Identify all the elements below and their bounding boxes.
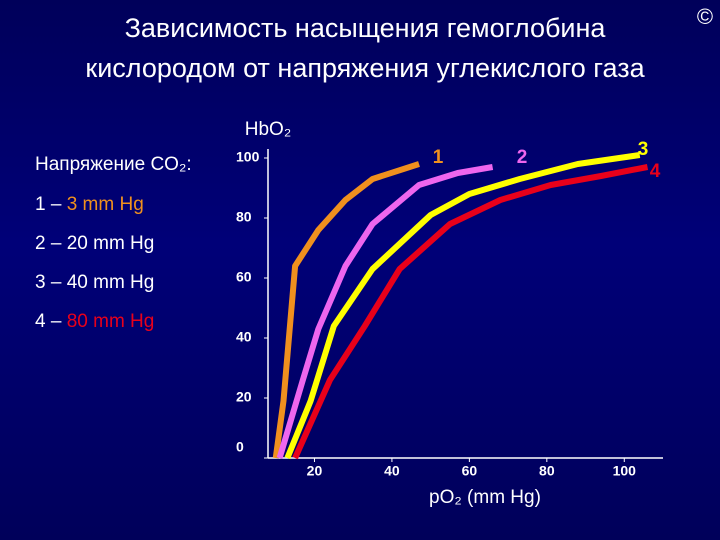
curve bbox=[292, 164, 649, 460]
y-tick-label: 0 bbox=[236, 439, 244, 455]
curve-label: 1 bbox=[433, 147, 444, 168]
y-tick-label: 20 bbox=[236, 389, 252, 405]
legend-value: 20 mm Hg bbox=[67, 233, 155, 254]
legend-prefix: 1 – bbox=[35, 194, 62, 215]
legend-item: 2 – 20 mm Hg bbox=[35, 233, 154, 254]
legend-item: 3 – 40 mm Hg bbox=[35, 272, 154, 293]
x-tick-label: 100 bbox=[613, 463, 637, 479]
legend-item: 4 – 80 mm Hg bbox=[35, 311, 154, 332]
legend-value: 40 mm Hg bbox=[67, 272, 155, 293]
legend-item: 1 – 3 mm Hg bbox=[35, 194, 144, 215]
title: кислородом от напряжения углекислого газ… bbox=[85, 53, 645, 83]
y-axis-label: HbO₂ bbox=[245, 119, 291, 140]
title: Зависимость насыщения гемоглобина bbox=[125, 13, 607, 43]
legend-value: 80 mm Hg bbox=[67, 311, 155, 332]
x-tick-label: 60 bbox=[462, 463, 478, 479]
y-tick-label: 60 bbox=[236, 269, 252, 285]
x-tick-label: 80 bbox=[539, 463, 555, 479]
curve bbox=[276, 164, 494, 459]
x-axis-label: pO₂ (mm Hg) bbox=[429, 487, 541, 508]
curve bbox=[284, 152, 641, 460]
legend-value: 3 mm Hg bbox=[67, 194, 144, 215]
y-tick-label: 100 bbox=[236, 149, 260, 165]
legend-prefix: 2 – bbox=[35, 233, 62, 254]
copyright: © bbox=[697, 4, 713, 29]
curve-label: 2 bbox=[517, 147, 528, 168]
curve-label: 3 bbox=[638, 139, 649, 160]
curve bbox=[272, 161, 420, 459]
legend-title: Напряжение CO₂: bbox=[35, 154, 192, 175]
legend-prefix: 3 – bbox=[35, 272, 62, 293]
x-tick-label: 20 bbox=[307, 463, 323, 479]
legend-prefix: 4 – bbox=[35, 311, 62, 332]
curve-label: 4 bbox=[650, 161, 661, 182]
x-tick-label: 40 bbox=[384, 463, 400, 479]
y-tick-label: 40 bbox=[236, 329, 252, 345]
y-tick-label: 80 bbox=[236, 209, 252, 225]
